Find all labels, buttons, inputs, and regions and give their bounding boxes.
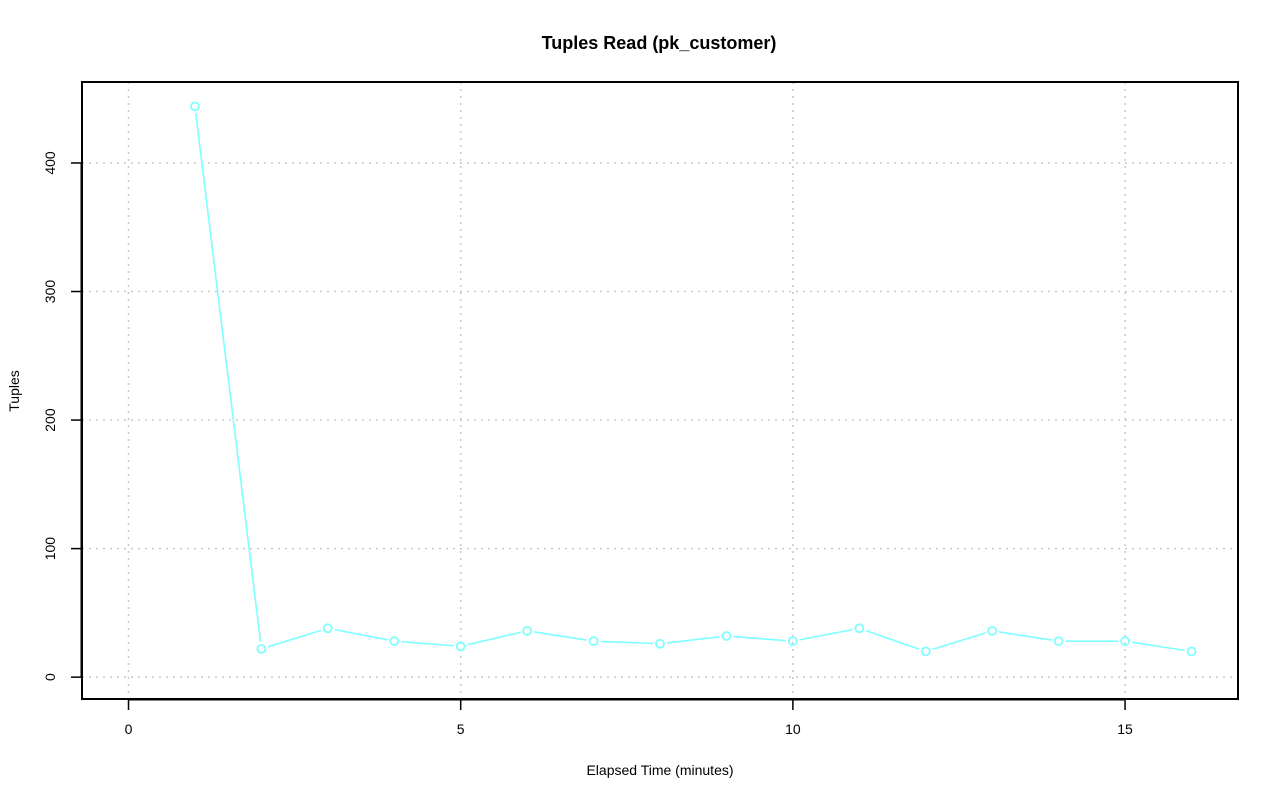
series-segment (998, 631, 1052, 641)
data-point (854, 623, 865, 634)
data-point (1053, 636, 1064, 647)
series-segment (666, 636, 720, 644)
data-point (1120, 636, 1130, 647)
y-tick-label: 200 (42, 408, 58, 432)
data-point (455, 641, 466, 652)
series-segment (194, 113, 262, 643)
x-tick-label: 15 (1117, 721, 1133, 737)
y-tick-label: 100 (42, 537, 58, 561)
series-segment (533, 631, 587, 641)
data-point (256, 643, 267, 654)
data-point (322, 623, 333, 634)
series-segment (334, 628, 388, 641)
data-point (522, 625, 533, 636)
data-point (190, 101, 200, 112)
data-point (920, 646, 931, 657)
series-segment (733, 635, 786, 642)
chart-title: Tuples Read (pk_customer) (542, 33, 777, 53)
x-axis-label: Elapsed Time (minutes) (586, 762, 733, 778)
series-segment (467, 631, 521, 646)
y-tick-label: 300 (42, 280, 58, 304)
data-points (190, 101, 1197, 657)
series-segment (1131, 641, 1185, 652)
y-tick-label: 0 (42, 673, 58, 681)
series-segment (865, 629, 920, 650)
series-segment (600, 640, 654, 645)
series-segment (267, 629, 322, 648)
y-axis: 0 100 200 300 400 (42, 151, 82, 681)
data-point (655, 638, 665, 649)
x-tick-label: 10 (785, 721, 801, 737)
data-point (588, 636, 599, 647)
x-tick-label: 0 (125, 721, 133, 737)
data-point (1186, 646, 1197, 657)
x-tick-label: 5 (457, 721, 465, 737)
series-line (194, 113, 1185, 652)
y-axis-label: Tuples (6, 370, 22, 412)
data-point (721, 631, 732, 641)
series-segment (401, 640, 454, 647)
y-tick-label: 400 (42, 151, 58, 175)
data-point (389, 636, 400, 647)
series-segment (799, 628, 853, 641)
data-point (987, 625, 998, 636)
data-point (787, 636, 798, 647)
x-axis: 0 5 10 15 (125, 699, 1133, 737)
grid (82, 82, 1238, 699)
series-segment (932, 632, 986, 651)
plot-frame (81, 81, 1239, 700)
